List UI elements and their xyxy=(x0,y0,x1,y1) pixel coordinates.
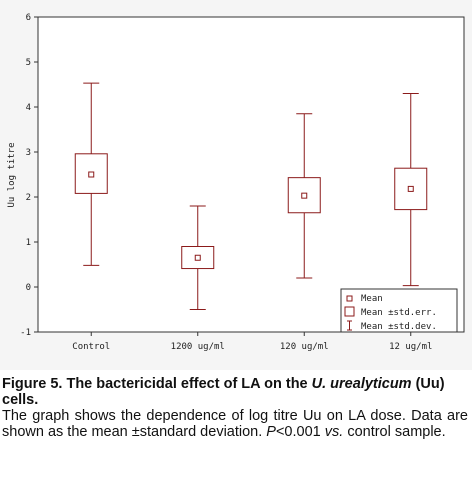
caption-body-italic2: vs. xyxy=(324,424,344,440)
caption-body-part1: The graph shows the dependence of log ti… xyxy=(2,408,468,440)
caption-title: Figure 5. The bactericidal effect of LA … xyxy=(2,376,468,408)
se-box xyxy=(74,153,108,194)
mean-marker xyxy=(407,185,414,192)
y-axis-ticks: -1 0 1 2 3 4 5 6 xyxy=(20,13,38,338)
caption-body-part3: control sample. xyxy=(343,424,446,440)
legend-mean-marker xyxy=(346,295,353,302)
caption-body: The graph shows the dependence of log ti… xyxy=(2,408,468,440)
mean-marker xyxy=(194,254,201,261)
y-tick-label: -1 xyxy=(20,328,31,338)
y-tick-label: 4 xyxy=(26,103,31,113)
legend-box xyxy=(340,288,458,333)
x-tick-label: 12 ug/ml xyxy=(389,342,432,352)
x-axis-ticks: Control 1200 ug/ml 120 ug/ml 12 ug/ml xyxy=(72,332,432,352)
chart-area: Uu log titre -1 0 1 2 3 4 5 6 Control 1200 ug/ml… xyxy=(7,13,465,352)
caption-title-italic: U. urealyticum xyxy=(311,376,412,392)
y-tick-label: 1 xyxy=(26,238,31,248)
legend-mean-label: Mean xyxy=(361,294,383,304)
y-tick-label: 6 xyxy=(26,13,31,23)
boxes-group xyxy=(74,82,428,310)
caption-title-part2: (Uu) cells. xyxy=(2,376,445,408)
se-box xyxy=(394,167,428,211)
caption-body-italic1: P xyxy=(266,424,276,440)
y-tick-label: 2 xyxy=(26,193,31,203)
mean-marker xyxy=(88,171,95,178)
caption-title-part1: Figure 5. The bactericidal effect of LA … xyxy=(2,376,312,392)
x-tick-label: Control xyxy=(72,342,110,352)
y-axis-label: Uu log titre xyxy=(7,142,17,207)
x-tick-label: 1200 ug/ml xyxy=(171,342,225,352)
y-tick-label: 0 xyxy=(26,283,31,293)
legend-se-marker xyxy=(344,306,355,317)
x-tick-label: 120 ug/ml xyxy=(280,342,329,352)
y-tick-label: 3 xyxy=(26,148,31,158)
se-box xyxy=(181,246,215,270)
mean-marker xyxy=(301,192,308,199)
se-box xyxy=(287,177,321,214)
box-plot-chart: Uu log titre -1 0 1 2 3 4 5 6 Control 1200 ug/ml… xyxy=(7,13,465,352)
caption-body-part2: <0.001 xyxy=(275,424,325,440)
legend-se-label: Mean ±std.err. xyxy=(361,308,437,318)
plot-frame xyxy=(37,16,465,333)
legend-sd-label: Mean ±std.dev. xyxy=(361,322,437,332)
legend: Mean Mean ±std.err. Mean ±std.dev. xyxy=(340,288,458,333)
figure-caption: Figure 5. The bactericidal effect of LA … xyxy=(2,376,468,440)
y-tick-label: 5 xyxy=(26,58,31,68)
